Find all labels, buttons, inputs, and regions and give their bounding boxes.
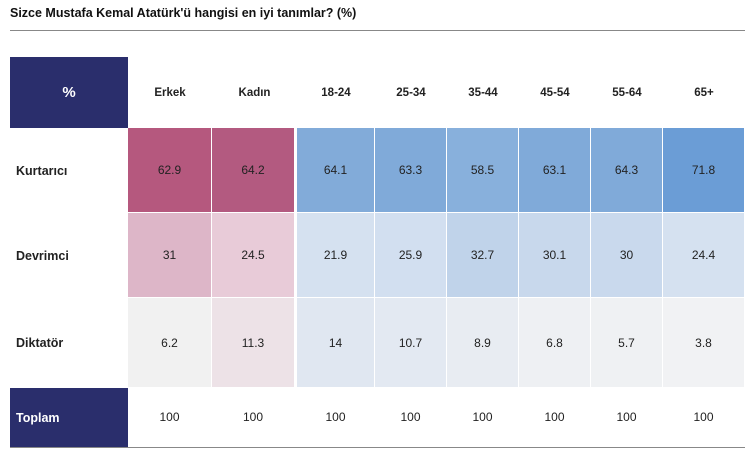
cell: 14 (297, 298, 375, 388)
cell: 64.1 (297, 128, 375, 213)
column-header: 45-54 (540, 86, 570, 99)
cell: 100 (591, 388, 663, 447)
column-header: Kadın (238, 86, 271, 99)
cell: 6.8 (519, 298, 591, 388)
cell: 64.3 (591, 128, 663, 213)
cell: 25.9 (375, 213, 447, 298)
cell: 10.7 (375, 298, 447, 388)
cell: 100 (212, 388, 297, 447)
cell: 24.4 (663, 213, 745, 298)
row-label: Toplam (10, 388, 128, 447)
cell: 11.3 (212, 298, 297, 388)
cell: 100 (375, 388, 447, 447)
corner-cell: % (10, 57, 128, 128)
cell: 100 (128, 388, 212, 447)
cell: 21.9 (297, 213, 375, 298)
cell: 5.7 (591, 298, 663, 388)
cell: 63.3 (375, 128, 447, 213)
column-header: 65+ (694, 86, 714, 99)
cell: 62.9 (128, 128, 212, 213)
column-header: 25-34 (396, 86, 426, 99)
cell: 24.5 (212, 213, 297, 298)
cell: 3.8 (663, 298, 745, 388)
column-header: 35-44 (468, 86, 498, 99)
cell: 71.8 (663, 128, 745, 213)
bottom-rule (10, 447, 745, 448)
column-header: Erkek (154, 86, 186, 99)
cell: 8.9 (447, 298, 519, 388)
cell: 31 (128, 213, 212, 298)
top-rule (10, 30, 745, 31)
cell: 32.7 (447, 213, 519, 298)
cell: 100 (447, 388, 519, 447)
column-header: 55-64 (612, 86, 642, 99)
row-label: Diktatör (16, 336, 64, 350)
row-label: Kurtarıcı (16, 163, 68, 178)
cell: 6.2 (128, 298, 212, 388)
cell: 30 (591, 213, 663, 298)
cell: 100 (297, 388, 375, 447)
cell: 64.2 (212, 128, 297, 213)
cell: 63.1 (519, 128, 591, 213)
cell: 100 (663, 388, 745, 447)
column-header: 18-24 (321, 86, 351, 99)
title: Sizce Mustafa Kemal Atatürk'ü hangisi en… (10, 6, 357, 20)
cell: 58.5 (447, 128, 519, 213)
cell: 30.1 (519, 213, 591, 298)
row-label: Devrimci (16, 248, 69, 263)
cell: 100 (519, 388, 591, 447)
